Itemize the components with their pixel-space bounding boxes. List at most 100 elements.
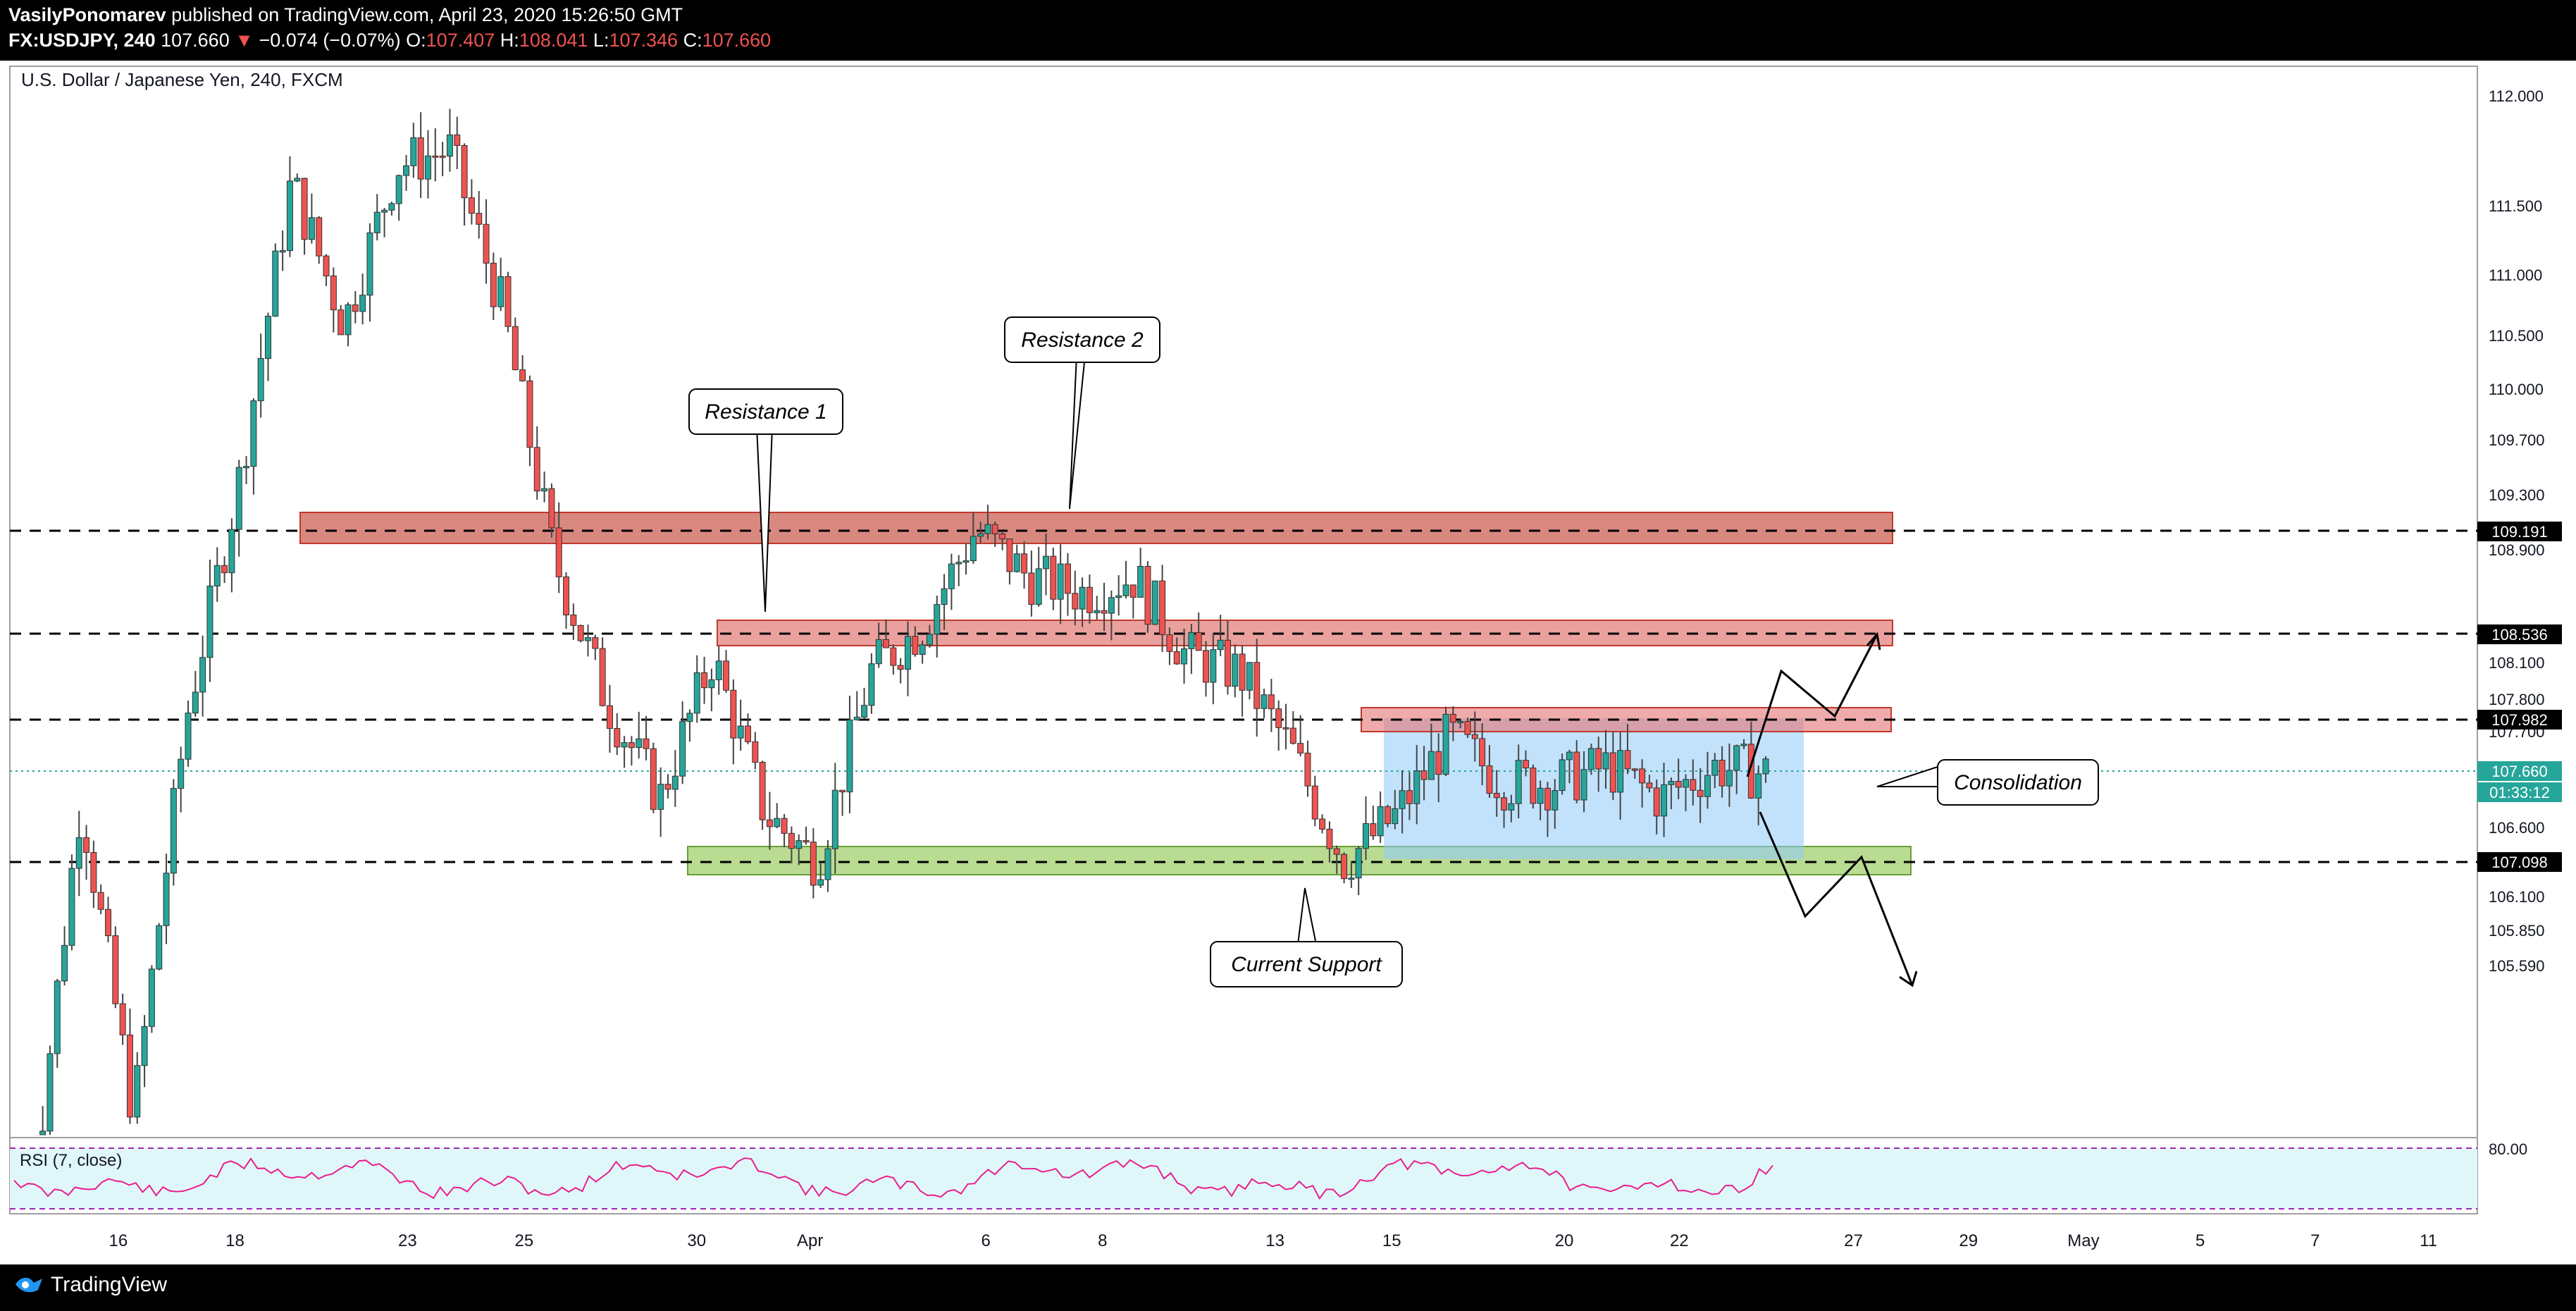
candle-body (504, 276, 512, 327)
candle-body (1646, 782, 1653, 789)
candle-body (643, 738, 650, 749)
candle-body (1486, 765, 1493, 794)
price-change: −0.074 (−0.07%) (259, 30, 401, 51)
y-tick-label: 112.000 (2489, 87, 2544, 105)
candle-body (831, 789, 838, 849)
tradingview-logo[interactable]: TradingView (14, 1273, 167, 1297)
y-tick-label: 107.800 (2489, 691, 2545, 708)
candle-body (1668, 780, 1675, 785)
candle-body (839, 789, 846, 793)
candle-body (279, 250, 286, 253)
candle-body (483, 223, 490, 264)
badge-r1 (2477, 624, 2562, 644)
candle-body (628, 742, 635, 749)
candle-body (1573, 751, 1580, 801)
candle-body (446, 134, 453, 157)
candle-body (206, 585, 213, 658)
open-value: 107.407 (426, 30, 495, 51)
candle-body (163, 873, 170, 926)
symbol-label[interactable]: FX:USDJPY, 240 (8, 30, 156, 51)
time-axis-ticks[interactable]: 16 18 23 25 30 Apr 6 8 13 15 20 22 27 29 May 5 7 11 (109, 1231, 2438, 1250)
candle-body (817, 879, 824, 886)
candle-body (316, 217, 323, 257)
candles (39, 109, 1769, 1135)
callout-box (688, 388, 843, 435)
candle-body (541, 488, 548, 492)
candle-body (1661, 784, 1668, 817)
callout-box (1937, 759, 2099, 806)
candle-body (228, 529, 235, 574)
candle-body (61, 944, 68, 982)
candle-body (359, 295, 366, 312)
rsi-pane[interactable]: RSI (7, close) 80.00 (10, 1140, 2527, 1210)
callout-current-support[interactable]: Current Support (1210, 887, 1403, 987)
y-tick-label: 109.300 (2489, 486, 2545, 504)
callout-pointer (1876, 765, 1943, 787)
candle-body (424, 155, 431, 180)
x-tick-label: 27 (1844, 1231, 1863, 1250)
callout-box (1004, 316, 1160, 363)
candle-body (134, 1065, 141, 1118)
candle-body (1144, 565, 1151, 625)
candle-body (250, 400, 257, 467)
candle-body (1384, 806, 1391, 825)
candle-body (1064, 563, 1071, 594)
candle-body (1653, 787, 1660, 817)
candle-body (1159, 580, 1166, 635)
candle-body (861, 705, 868, 718)
candle-body (1587, 748, 1594, 770)
low-label: L: (593, 30, 609, 51)
callout-consolidation[interactable]: Consolidation (1876, 759, 2099, 806)
x-tick-label: 13 (1265, 1231, 1284, 1250)
candle-body (199, 657, 206, 693)
candle-body (1239, 653, 1246, 691)
candle-body (410, 137, 417, 166)
candle-body (126, 1034, 133, 1118)
candle-body (1304, 752, 1311, 787)
candle-body (926, 634, 933, 646)
candle-body (744, 725, 751, 742)
candle-body (875, 639, 882, 665)
candle-body (119, 1003, 126, 1035)
publish-header: VasilyPonomarev published on TradingView… (0, 0, 2576, 61)
candle-body (1544, 787, 1551, 811)
candle-body (403, 165, 410, 176)
callout-resistance-1[interactable]: Resistance 1 (688, 388, 843, 613)
candle-body (1537, 787, 1544, 804)
resistance-2-zone[interactable] (299, 512, 1893, 544)
candle-body (621, 742, 628, 748)
author-name[interactable]: VasilyPonomarev (8, 4, 166, 25)
candle-body (679, 721, 686, 777)
x-tick-label: 5 (2196, 1231, 2205, 1250)
rsi-label: RSI (7, close) (20, 1151, 122, 1170)
candle-body (897, 665, 904, 670)
y-tick-label: 108.900 (2489, 541, 2545, 559)
candle-body (54, 980, 61, 1054)
candle-body (1253, 662, 1261, 709)
candle-body (1232, 653, 1239, 687)
candle-body (1043, 555, 1050, 570)
candle-body (395, 175, 402, 204)
candle-body (1348, 878, 1355, 880)
close-label: C: (683, 30, 702, 51)
candle-body (1311, 785, 1318, 820)
support-label: Current Support (1231, 953, 1382, 976)
candle-body (824, 848, 831, 880)
candle-body (104, 909, 111, 937)
candle-body (345, 304, 352, 336)
price-chart[interactable]: U.S. Dollar / Japanese Yen, 240, FXCM RS… (0, 61, 2576, 1264)
candle-body (156, 925, 163, 970)
low-value: 107.346 (609, 30, 679, 51)
x-tick-label: 29 (1959, 1231, 1978, 1250)
candle-body (388, 203, 395, 211)
resistance-2-label: Resistance 2 (1021, 328, 1144, 352)
candle-body (1435, 751, 1442, 775)
candle-body (1515, 760, 1522, 804)
candle-body (1203, 650, 1210, 683)
badge-r2-text: 109.191 (2491, 523, 2548, 541)
candle-body (1028, 572, 1035, 605)
consolidation-box[interactable] (1384, 718, 1804, 859)
candle-body (476, 213, 483, 225)
candle-body (1733, 745, 1740, 771)
callout-resistance-2[interactable]: Resistance 2 (1004, 316, 1160, 510)
